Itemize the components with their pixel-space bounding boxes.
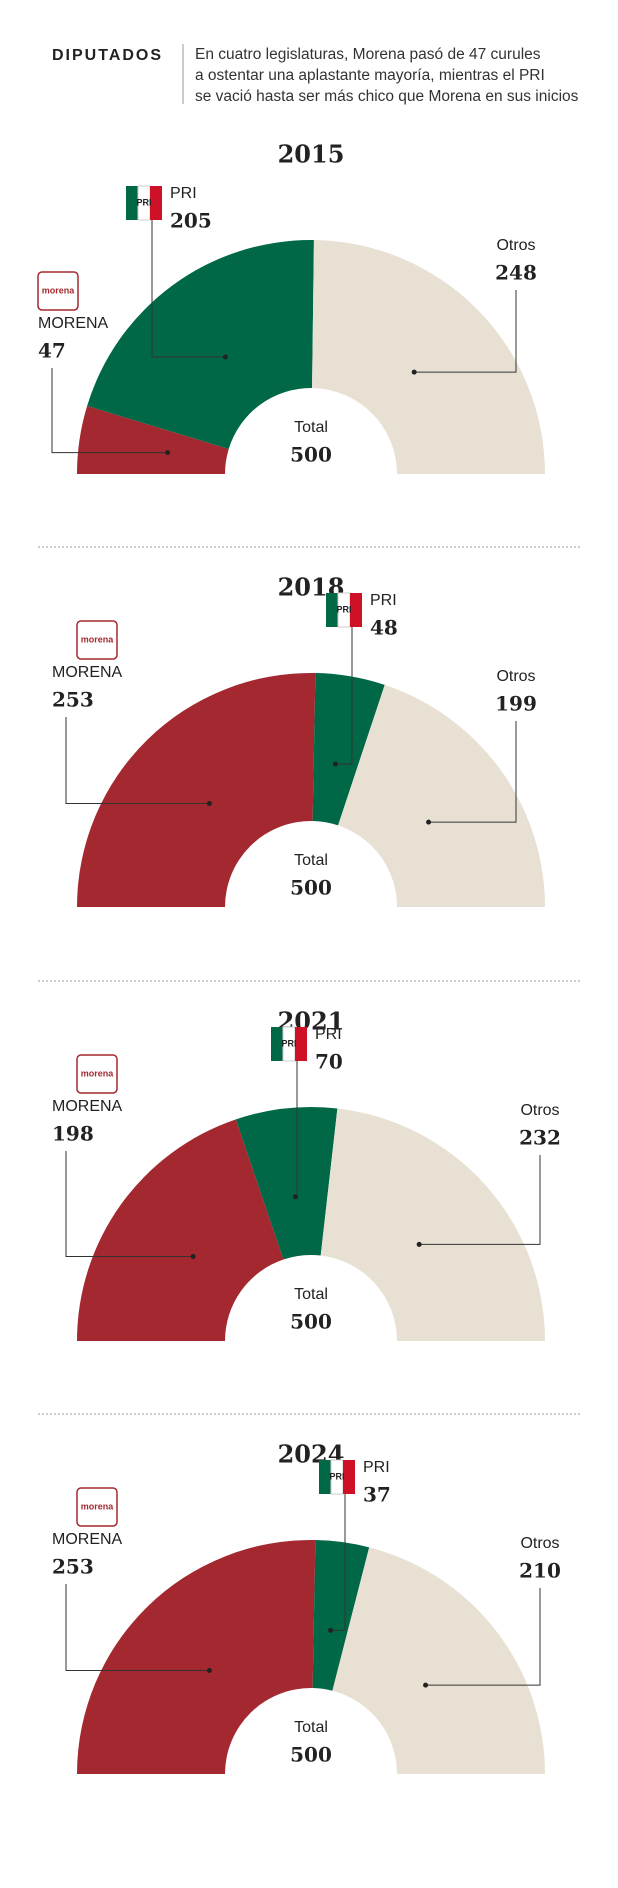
leader-line [51,368,168,454]
leader-dot [190,1254,196,1260]
leader-dot [426,819,432,825]
header-label: DIPUTADOS [52,47,163,64]
category-label: PRI [315,1026,342,1043]
total-value: 500 [290,1310,332,1334]
pri-logo-text: PRI [136,197,151,207]
category-label: PRI [363,1459,390,1476]
category-label: MORENA [52,664,123,681]
leader-dot [332,761,338,767]
segment [77,1119,284,1341]
value-label: 232 [519,1126,561,1150]
leader-line [425,1588,541,1686]
total-value: 500 [290,1743,332,1767]
pri-logo [343,1460,355,1494]
leader-dot [206,1668,212,1674]
value-label: 37 [363,1483,391,1507]
segment [235,1107,338,1260]
pri-logo [319,1460,331,1494]
leader-dot [222,354,228,360]
leader-dot [416,1241,422,1247]
value-label: 248 [495,261,537,285]
leader-dot [328,1627,334,1633]
leader-dot [411,369,417,375]
leader-line [151,218,226,358]
morena-logo [76,1487,118,1527]
leader-line [65,1584,210,1672]
pri-logo [150,186,162,220]
value-label: 48 [370,616,398,640]
leader-line [330,1492,346,1631]
total-label: Total [294,1286,328,1303]
category-label: PRI [370,592,397,609]
header-text: se vació hasta ser más chico que Morena … [195,88,579,105]
chart-title: 2015 [278,140,345,169]
category-label: Otros [520,1535,559,1552]
value-label: 205 [170,209,212,233]
leader-line [65,717,210,805]
value-label: 198 [52,1122,94,1146]
total-value: 500 [290,876,332,900]
header-text: En cuatro legislaturas, Morena pasó de 4… [195,46,541,63]
leader-line [428,721,517,823]
category-label: MORENA [52,1531,123,1548]
morena-logo-text: morena [81,1068,115,1078]
pri-logo [271,1027,283,1061]
leader-dot [206,801,212,807]
segment [312,673,385,826]
leader-dot [293,1194,299,1200]
leader-line [65,1151,194,1258]
total-label: Total [294,852,328,869]
segment [312,1540,370,1691]
pri-logo-text: PRI [329,1471,344,1481]
pri-logo-text: PRI [336,604,351,614]
category-label: MORENA [52,1098,123,1115]
pri-logo [350,593,362,627]
value-label: 199 [495,692,537,716]
segment [332,1547,545,1774]
value-label: 253 [52,688,94,712]
morena-logo [76,1054,118,1094]
total-value: 500 [290,443,332,467]
value-label: 253 [52,1555,94,1579]
total-label: Total [294,419,328,436]
pri-logo [326,593,338,627]
header-text: a ostentar una aplastante mayoría, mient… [195,67,545,84]
segment [87,240,314,449]
morena-logo-text: morena [81,634,115,644]
category-label: Otros [520,1102,559,1119]
category-label: MORENA [38,315,109,332]
category-label: Otros [496,237,535,254]
morena-logo [76,620,118,660]
category-label: PRI [170,185,197,202]
leader-line [419,1155,541,1245]
pri-logo [295,1027,307,1061]
segment [77,673,316,907]
segment [320,1108,545,1341]
pri-logo-text: PRI [281,1038,296,1048]
morena-logo-text: morena [81,1501,115,1511]
morena-logo-text: morena [42,285,76,295]
segment [77,1540,316,1774]
leader-dot [423,1682,429,1688]
leader-line [414,290,517,373]
category-label: Otros [496,668,535,685]
leader-line [335,625,353,765]
leader-dot [165,450,171,456]
segment [312,240,545,474]
total-label: Total [294,1719,328,1736]
morena-logo [37,271,79,311]
segment [338,684,545,907]
value-label: 47 [38,339,66,363]
value-label: 210 [519,1559,561,1583]
value-label: 70 [315,1050,343,1074]
pri-logo [126,186,138,220]
segment [77,405,229,474]
